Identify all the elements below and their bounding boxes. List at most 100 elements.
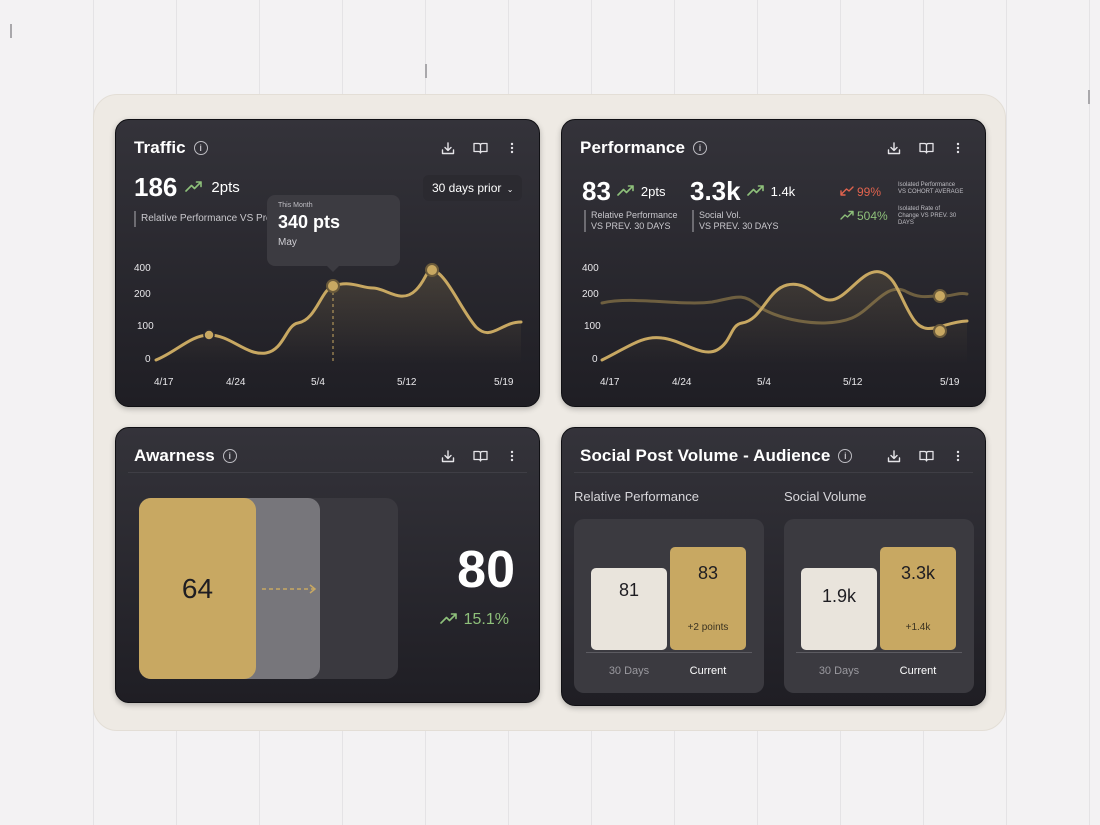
- volume-prev-value: 1.9k: [821, 586, 857, 606]
- social-tools: [885, 448, 967, 464]
- awareness-bar: 64: [139, 498, 256, 679]
- more-icon[interactable]: [949, 448, 967, 464]
- trend-down-icon: [840, 183, 854, 201]
- traffic-delta: 2pts: [211, 179, 240, 196]
- performance-title-text: Performance: [580, 138, 686, 157]
- isolated-rate-label: Isolated Rate of Change VS PREV. 30 DAYS: [898, 206, 956, 227]
- tooltip-pointer: [326, 265, 340, 272]
- info-icon[interactable]: i: [693, 141, 708, 155]
- performance-caption-2: Social Vol. VS PREV. 30 DAYS: [692, 210, 779, 232]
- volume-current-sub: +1.4k: [905, 622, 931, 633]
- awareness-card: Awarness i 64 80 15.1%: [115, 427, 540, 703]
- grid-line: [1006, 0, 1007, 825]
- trend-up-icon: [617, 183, 635, 201]
- x-tick: 4/24: [672, 377, 692, 388]
- isolated-rate-value: 504%: [857, 209, 888, 223]
- social-volume-panel: 1.9k 3.3k +1.4k 30 Days Current: [784, 519, 974, 693]
- performance-kpi-1: 83 2pts: [582, 176, 666, 207]
- performance-tools: [885, 140, 967, 156]
- y-tick: 200: [134, 289, 151, 300]
- book-icon[interactable]: [471, 448, 489, 464]
- chevron-down-icon: ⌄: [506, 185, 514, 194]
- trend-up-icon: [840, 207, 854, 225]
- relative-current-sub: +2 points: [687, 622, 729, 633]
- label-line: Isolated Rate of: [898, 206, 941, 212]
- traffic-kpi: 186 2pts: [134, 172, 240, 203]
- book-icon[interactable]: [917, 448, 935, 464]
- traffic-line-chart: [154, 263, 523, 364]
- label-line: Isolated Performance: [898, 182, 956, 188]
- book-icon[interactable]: [471, 140, 489, 156]
- performance-card: Performance i 83 2pts Relative Performan…: [561, 119, 986, 407]
- info-icon[interactable]: i: [193, 141, 208, 155]
- more-icon[interactable]: [503, 140, 521, 156]
- info-icon[interactable]: i: [222, 449, 237, 463]
- performance-value-2: 3.3k: [690, 176, 741, 206]
- social-card: Social Post Volume - Audience i Relative…: [561, 427, 986, 706]
- performance-point[interactable]: [933, 289, 947, 303]
- traffic-caption: Relative Performance VS Pre: [134, 211, 272, 227]
- performance-kpi-2: 3.3k 1.4k: [690, 176, 795, 207]
- performance-caption-1: Relative Performance VS PREV. 30 DAYS: [584, 210, 678, 232]
- guide-mark: [425, 64, 427, 78]
- traffic-point[interactable]: [425, 263, 439, 277]
- y-tick: 200: [582, 289, 599, 300]
- more-icon[interactable]: [949, 140, 967, 156]
- download-icon[interactable]: [885, 140, 903, 156]
- performance-area: [602, 271, 967, 364]
- x-tick: 5/12: [843, 377, 863, 388]
- volume-current-label: Current: [899, 665, 937, 677]
- awareness-delta-value: 15.1%: [463, 611, 509, 628]
- guide-mark: [10, 24, 12, 38]
- card-divider: [128, 472, 527, 473]
- performance-delta-1: 2pts: [640, 184, 666, 199]
- label-line: DAYS: [898, 220, 914, 226]
- relative-current-value: 83: [697, 563, 719, 583]
- range-dropdown-label: 30 days prior: [432, 181, 502, 195]
- more-icon[interactable]: [503, 448, 521, 464]
- traffic-tools: [439, 140, 521, 156]
- arrow-right-icon: [262, 584, 317, 594]
- download-icon[interactable]: [885, 448, 903, 464]
- chart-tooltip: This Month 340 pts May: [267, 195, 400, 266]
- traffic-title: Traffic i: [134, 138, 208, 158]
- performance-title: Performance i: [580, 138, 708, 158]
- label-line: Change VS PREV. 30: [898, 213, 957, 219]
- y-tick: 0: [592, 354, 598, 365]
- traffic-title-text: Traffic: [134, 138, 186, 157]
- relative-prev-value: 81: [618, 580, 640, 600]
- book-icon[interactable]: [917, 140, 935, 156]
- y-tick: 400: [582, 263, 599, 274]
- trend-up-icon: [185, 179, 203, 197]
- label-line: VS COHORT AVERAGE: [898, 189, 964, 195]
- caption-line: VS PREV. 30 DAYS: [591, 221, 671, 231]
- baseline: [586, 652, 752, 653]
- volume-current-bar: 3.3k +1.4k: [880, 547, 956, 650]
- info-icon[interactable]: i: [838, 449, 853, 463]
- traffic-value: 186: [134, 172, 178, 202]
- traffic-line: [154, 268, 523, 362]
- performance-value-1: 83: [582, 176, 611, 206]
- volume-current-value: 3.3k: [900, 563, 936, 583]
- x-tick: 5/19: [494, 377, 514, 388]
- traffic-card: Traffic i 186 2pts Relative Performance …: [115, 119, 540, 407]
- volume-prev-label: 30 Days: [818, 665, 860, 677]
- trend-up-icon: [439, 611, 458, 629]
- range-dropdown[interactable]: 30 days prior ⌄: [423, 175, 523, 201]
- social-volume-label: Social Volume: [784, 489, 867, 504]
- relative-performance-label: Relative Performance: [574, 489, 699, 504]
- isolated-performance: 99%: [840, 183, 881, 201]
- y-tick: 0: [145, 354, 151, 365]
- traffic-point-active[interactable]: [326, 279, 340, 293]
- caption-line: Relative Performance: [591, 210, 678, 220]
- awareness-big-value: 80: [457, 541, 515, 599]
- performance-point[interactable]: [933, 324, 947, 338]
- relative-prev-bar: 81: [591, 568, 667, 650]
- relative-current-bar: 83 +2 points: [670, 547, 746, 650]
- trend-up-icon: [746, 183, 765, 201]
- relative-current-label: Current: [689, 665, 727, 677]
- download-icon[interactable]: [439, 140, 457, 156]
- caption-line: Social Vol.: [699, 210, 742, 220]
- traffic-point[interactable]: [203, 329, 215, 341]
- download-icon[interactable]: [439, 448, 457, 464]
